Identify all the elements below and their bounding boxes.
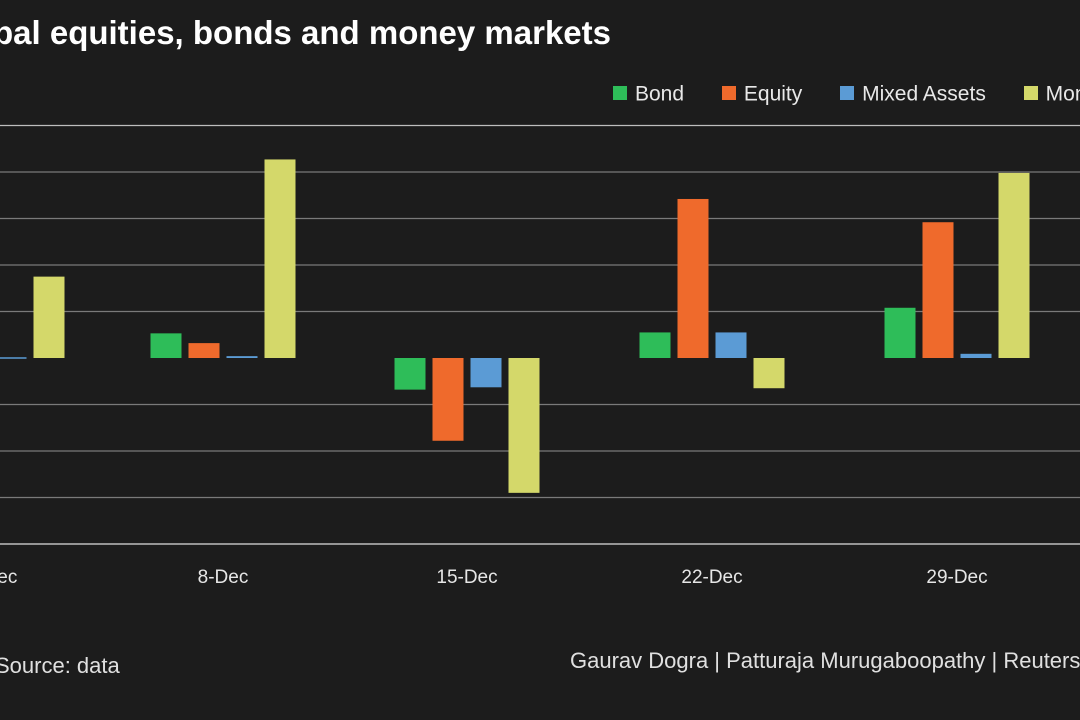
legend-item-mixed-assets: Mixed Assets [840,82,986,106]
legend-swatch-bond [613,85,627,100]
bar-money-markets-8-dec [264,159,296,358]
bars [0,159,1030,493]
bar-bond-22-dec [639,332,671,358]
legend-swatch-mixed-assets [840,85,855,100]
legend-item-equity: Equity [721,82,803,106]
bar-mixed-assets-1-dec [0,357,27,359]
legend-item-money-markets: Money Markets [1023,82,1080,106]
x-tick-label: 15-Dec [436,567,497,588]
bar-mixed-assets-22-dec [715,332,747,358]
bar-mixed-assets-8-dec [226,356,258,358]
legend-label-equity: Equity [743,82,803,106]
x-tick-label: 1-Dec [0,567,17,588]
bar-money-markets-15-dec [508,358,540,493]
bar-bond-29-dec [884,307,916,358]
bar-equity-15-dec [432,358,464,441]
bar-money-markets-22-dec [753,358,785,389]
x-axis-ticks: 1-Dec 8-Dec 15-Dec 22-Dec 29-Dec [0,567,988,588]
gridlines [0,124,1080,545]
bar-money-markets-1-dec [33,276,65,358]
bar-mixed-assets-15-dec [470,358,502,388]
bar-mixed-assets-29-dec [960,353,992,358]
bar-bond-15-dec [394,358,426,390]
bar-money-markets-29-dec [998,172,1030,358]
x-tick-label: 22-Dec [681,567,742,588]
legend-label-mixed-assets: Mixed Assets [862,82,986,106]
bar-equity-29-dec [922,222,954,358]
chart-title: Global equities, bonds and money markets [0,14,611,51]
chart-legend: Bond Equity Mixed Assets Money Markets [613,82,1080,112]
legend-label-bond: Bond [635,82,685,106]
bar-bond-8-dec [150,333,182,358]
bar-equity-22-dec [677,198,709,358]
legend-label-money-markets: Money Markets [1045,82,1080,106]
source-note: Source: data [0,653,120,678]
legend-swatch-equity [721,85,736,100]
x-tick-label: 29-Dec [926,567,987,588]
credit-line: Gaurav Dogra | Patturaja Murugaboopathy … [570,648,1080,673]
x-tick-label: 8-Dec [198,567,249,588]
bar-equity-8-dec [188,343,220,358]
legend-item-bond: Bond [613,82,684,106]
legend-swatch-money-markets [1023,85,1038,100]
